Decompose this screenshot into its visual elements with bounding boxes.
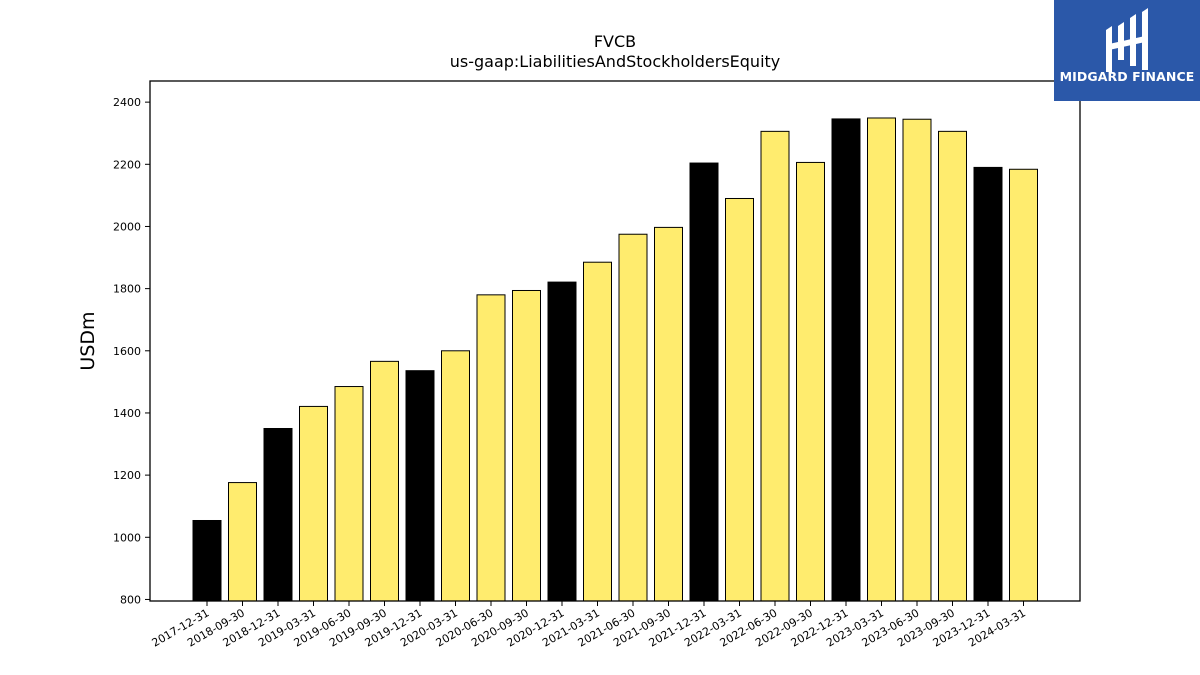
bar [192,519,222,602]
y-tick-label: 1400 [113,407,141,420]
bar [441,350,470,602]
y-tick-label: 2200 [113,158,141,171]
bar [476,294,506,602]
chart-subtitle: us-gaap:LiabilitiesAndStockholdersEquity [449,52,781,71]
bar [405,370,435,602]
midgard-logo-icon [1106,8,1148,72]
bar [512,289,541,602]
y-tick-label: 1000 [113,531,141,544]
bar [831,118,861,602]
y-tick-label: 2400 [113,96,141,109]
bar [760,130,790,602]
bar [583,261,612,602]
bar [973,166,1003,602]
bar [938,130,967,602]
midgard-finance-logo: MIDGARD FINANCE [1054,0,1200,101]
bar [1009,168,1038,602]
y-axis-label: USDm [77,311,99,370]
bar [370,360,399,602]
bar [796,161,825,602]
bar [725,197,754,602]
y-tick-label: 1800 [113,283,141,296]
bar [547,281,577,602]
bar [263,427,293,602]
bar [689,162,719,602]
y-tick-label: 1600 [113,345,141,358]
y-tick-label: 2000 [113,220,141,233]
bar [867,117,896,602]
logo-text: MIDGARD FINANCE [1059,69,1195,84]
bar [618,233,648,602]
bar [654,226,683,602]
y-tick-label: 800 [120,593,141,606]
bar [334,386,364,602]
chart-title: FVCB [593,32,637,51]
bar [228,482,257,602]
y-tick-label: 1200 [113,469,141,482]
plot-frame [149,80,1081,602]
bar [299,405,328,602]
bar [902,118,932,602]
